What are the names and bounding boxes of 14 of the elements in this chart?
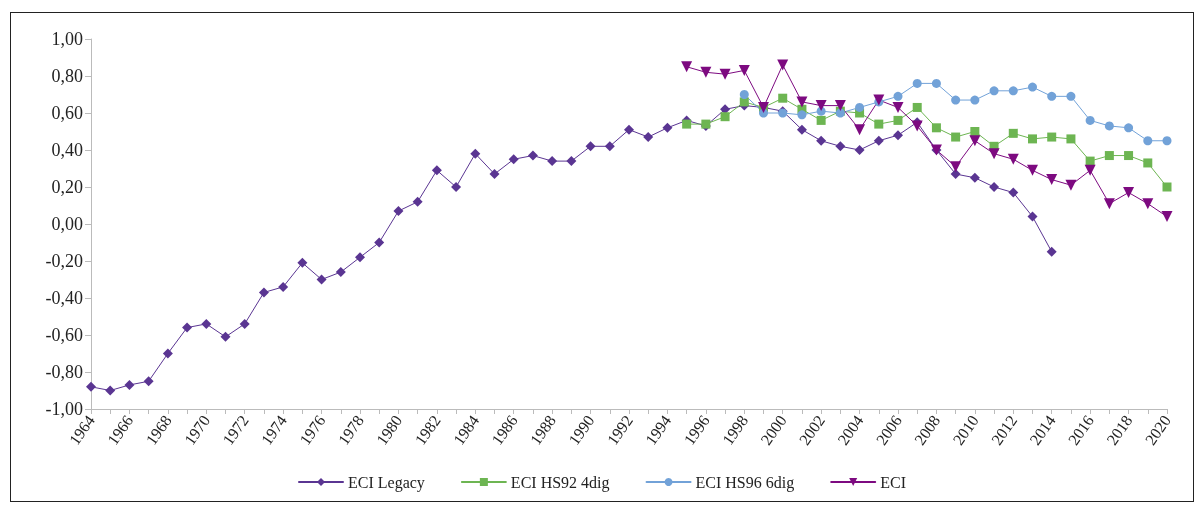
y-tick-label: 0,20	[51, 177, 83, 197]
y-tick-label: 1,00	[51, 29, 83, 49]
y-tick-label: 0,60	[51, 103, 83, 123]
legend-label: ECI HS96 6dig	[695, 473, 795, 492]
legend-label: ECI HS92 4dig	[510, 473, 610, 492]
y-tick-label: -0,60	[45, 325, 83, 345]
y-tick-label: 0,80	[51, 66, 83, 86]
legend-label: ECI	[880, 473, 906, 491]
y-tick-label: -0,40	[45, 288, 83, 308]
y-tick-label: -0,20	[45, 251, 83, 271]
y-tick-label: 0,40	[51, 140, 83, 160]
y-tick-label: -0,80	[45, 362, 83, 382]
y-tick-label: 0,00	[51, 214, 83, 234]
legend-label: ECI Legacy	[348, 473, 425, 492]
